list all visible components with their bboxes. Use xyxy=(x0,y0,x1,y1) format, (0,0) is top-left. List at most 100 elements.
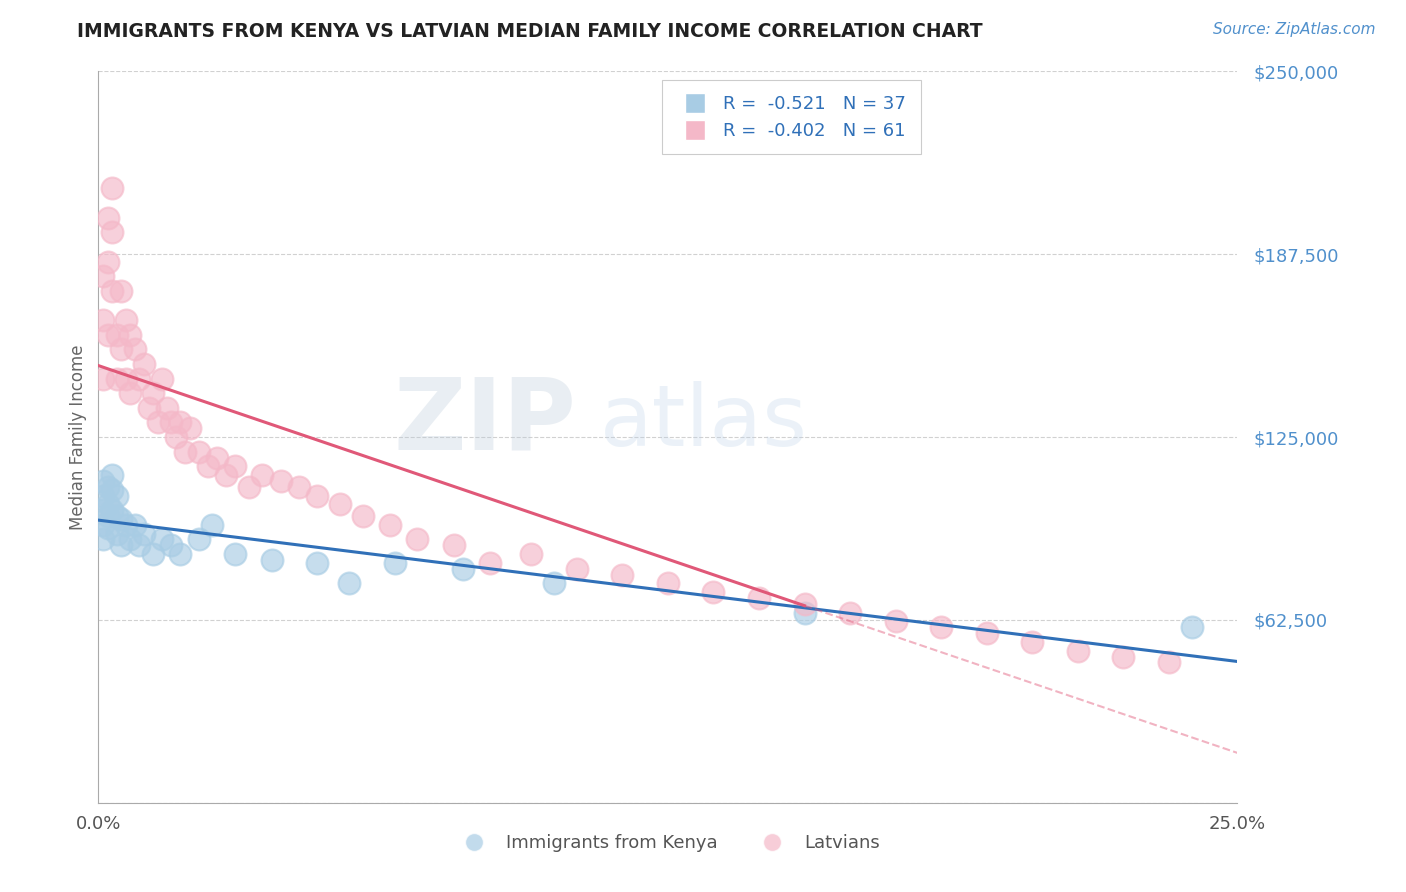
Point xyxy=(105,327,128,342)
Point xyxy=(748,591,770,605)
Point xyxy=(307,556,329,570)
Point xyxy=(142,547,165,561)
Point xyxy=(91,503,114,517)
Point xyxy=(120,327,142,342)
Point xyxy=(252,468,274,483)
Point xyxy=(124,517,146,532)
Point xyxy=(443,538,465,552)
Point xyxy=(169,416,191,430)
Point xyxy=(114,313,136,327)
Point xyxy=(793,597,815,611)
Point xyxy=(96,497,118,511)
Point xyxy=(110,538,132,552)
Point xyxy=(215,468,238,483)
Point xyxy=(384,556,406,570)
Point xyxy=(132,526,155,541)
Point xyxy=(1021,635,1043,649)
Point xyxy=(96,254,118,268)
Point xyxy=(174,444,197,458)
Point xyxy=(187,533,209,547)
Point xyxy=(224,547,246,561)
Point xyxy=(101,181,124,195)
Point xyxy=(329,497,352,511)
Point xyxy=(91,371,114,385)
Text: ZIP: ZIP xyxy=(394,374,576,471)
Point xyxy=(120,386,142,401)
Point xyxy=(406,533,429,547)
Point xyxy=(132,357,155,371)
Point xyxy=(138,401,160,415)
Text: atlas: atlas xyxy=(599,381,807,464)
Point xyxy=(543,576,565,591)
Point xyxy=(91,269,114,284)
Point xyxy=(307,489,329,503)
Point xyxy=(337,576,360,591)
Point xyxy=(101,483,124,497)
Point xyxy=(128,371,150,385)
Point xyxy=(150,371,173,385)
Point xyxy=(187,444,209,458)
Point xyxy=(929,620,952,634)
Point xyxy=(352,509,374,524)
Point xyxy=(156,401,179,415)
Point xyxy=(96,509,118,524)
Point xyxy=(793,606,815,620)
Point xyxy=(91,533,114,547)
Point xyxy=(169,547,191,561)
Point xyxy=(270,474,292,488)
Point xyxy=(479,556,502,570)
Point xyxy=(110,343,132,357)
Point xyxy=(839,606,862,620)
Point xyxy=(128,538,150,552)
Point xyxy=(105,489,128,503)
Point xyxy=(114,371,136,385)
Point xyxy=(520,547,543,561)
Point xyxy=(976,626,998,640)
Point xyxy=(110,512,132,526)
Point xyxy=(101,225,124,239)
Point xyxy=(165,430,187,444)
Point xyxy=(91,489,114,503)
Point xyxy=(101,284,124,298)
Text: Source: ZipAtlas.com: Source: ZipAtlas.com xyxy=(1212,22,1375,37)
Point xyxy=(91,474,114,488)
Point xyxy=(1157,656,1180,670)
Point xyxy=(105,371,128,385)
Point xyxy=(160,538,183,552)
Point xyxy=(91,313,114,327)
Point xyxy=(96,480,118,494)
Point xyxy=(378,517,401,532)
Point xyxy=(110,284,132,298)
Y-axis label: Median Family Income: Median Family Income xyxy=(69,344,87,530)
Legend: Immigrants from Kenya, Latvians: Immigrants from Kenya, Latvians xyxy=(449,827,887,860)
Point xyxy=(101,503,124,517)
Point xyxy=(96,211,118,225)
Point xyxy=(201,517,224,532)
Point xyxy=(114,517,136,532)
Point xyxy=(657,576,679,591)
Text: IMMIGRANTS FROM KENYA VS LATVIAN MEDIAN FAMILY INCOME CORRELATION CHART: IMMIGRANTS FROM KENYA VS LATVIAN MEDIAN … xyxy=(77,22,983,41)
Point xyxy=(96,327,118,342)
Point xyxy=(1181,620,1204,634)
Point xyxy=(238,480,260,494)
Point xyxy=(146,416,169,430)
Point xyxy=(260,553,283,567)
Point xyxy=(160,416,183,430)
Point xyxy=(612,567,634,582)
Point xyxy=(884,615,907,629)
Point xyxy=(224,459,246,474)
Point xyxy=(179,421,201,435)
Point xyxy=(205,450,228,465)
Point xyxy=(1112,649,1135,664)
Point xyxy=(105,509,128,524)
Point xyxy=(1067,643,1090,657)
Point xyxy=(288,480,311,494)
Point xyxy=(120,533,142,547)
Point xyxy=(96,521,118,535)
Point xyxy=(91,517,114,532)
Point xyxy=(142,386,165,401)
Point xyxy=(702,585,724,599)
Point xyxy=(105,526,128,541)
Point xyxy=(451,562,474,576)
Point xyxy=(197,459,219,474)
